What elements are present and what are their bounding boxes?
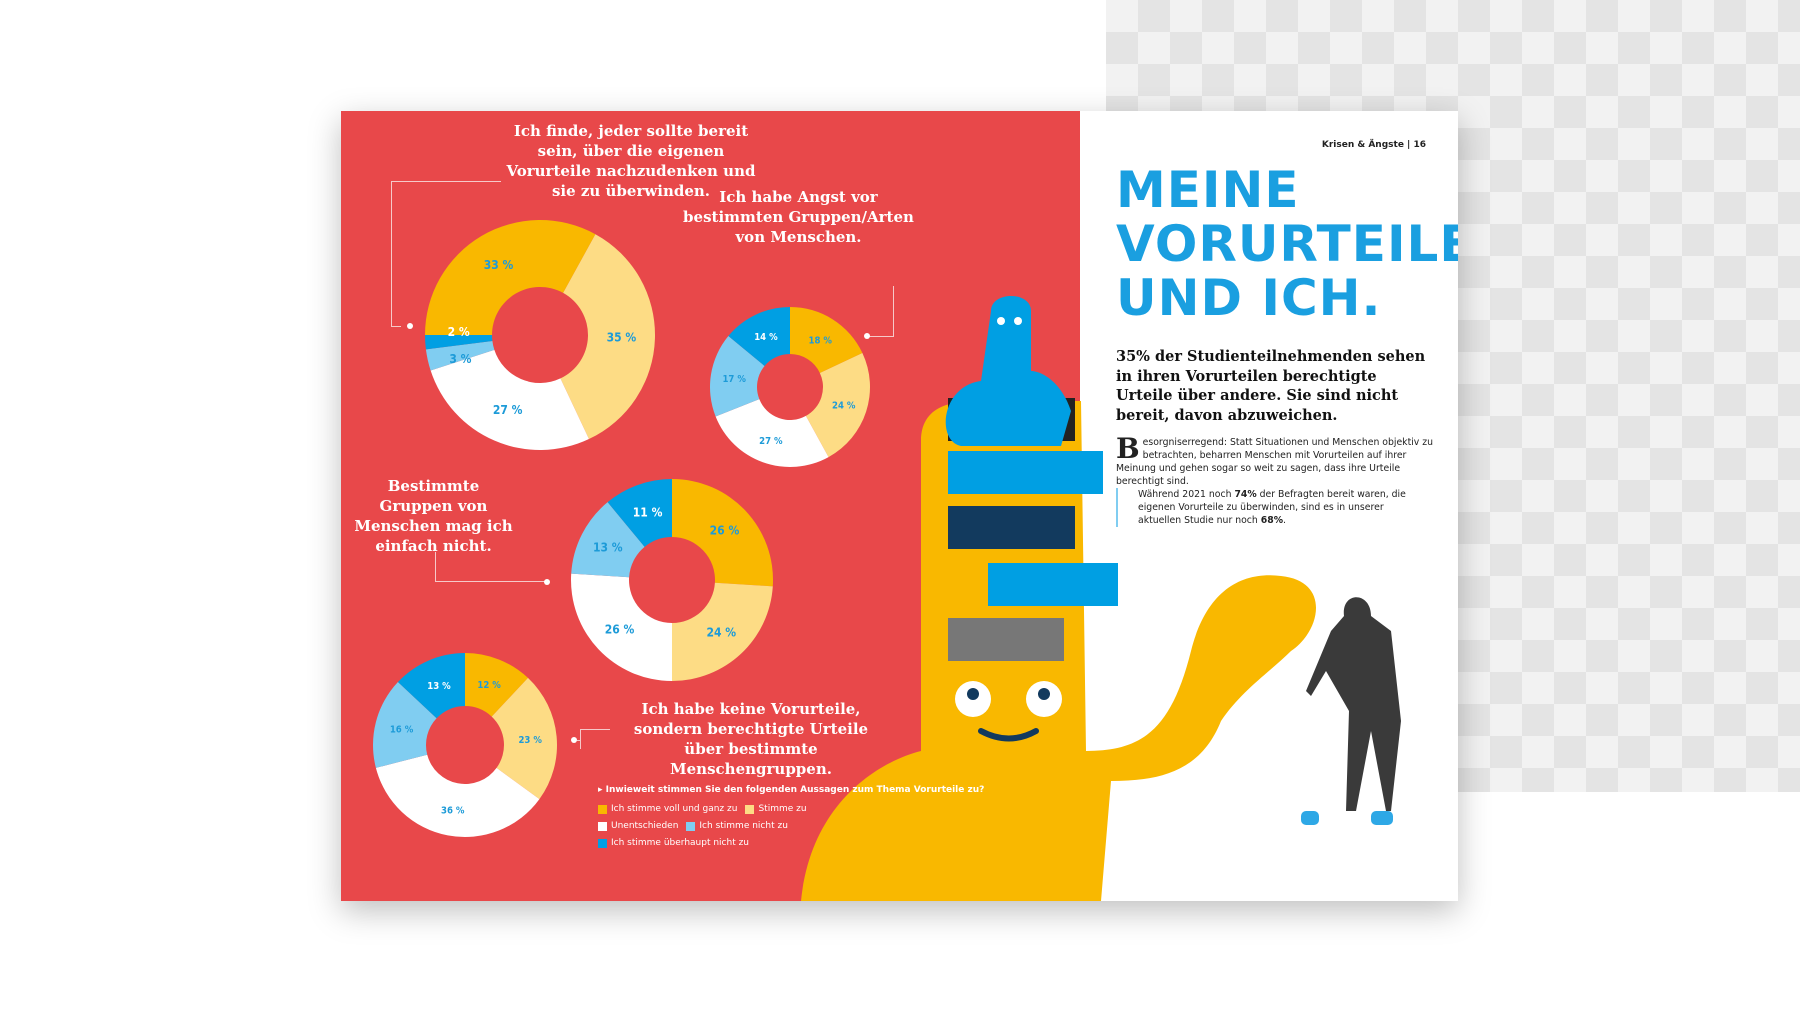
chart-title-3: Bestimmte Gruppen von Menschen mag ich e… <box>354 477 513 555</box>
person-figure <box>1306 597 1401 811</box>
leader-line <box>391 326 401 327</box>
donut-slice-voll <box>790 307 863 373</box>
legend-question-text: Inwieweit stimmen Sie den folgenden Auss… <box>605 785 985 795</box>
legend-item: Ich stimme voll und ganz zu <box>598 803 737 816</box>
donut-label: 17 % <box>722 374 746 385</box>
leader-dot <box>544 579 550 585</box>
leader-line <box>435 552 545 582</box>
leader-line <box>893 286 894 336</box>
leader-line <box>577 740 581 741</box>
legend-item: Ich stimme überhaupt nicht zu <box>598 837 749 850</box>
donut-slice-voll <box>672 479 773 587</box>
donut-slice-unentschieden <box>571 573 672 681</box>
leader-line <box>869 336 894 337</box>
chart-title-4: Ich habe keine Vorurteile, sondern berec… <box>633 700 869 778</box>
article-quote: Während 2021 noch 74% der Befragten bere… <box>1116 488 1416 527</box>
leader-dot <box>864 333 870 339</box>
donut-label: 26 % <box>710 524 740 538</box>
article-title: MEINE VORURTEILE UND ICH. <box>1116 161 1458 327</box>
donut-slice-nicht <box>373 682 437 768</box>
legend-item: Ich stimme nicht zu <box>686 820 788 833</box>
donut-slice-stimme-zu <box>491 677 557 800</box>
donut-label: 2 % <box>448 325 470 339</box>
donut-chart-3: 26 % 24 % 26 % 13 % 11 % <box>571 479 773 681</box>
donut-label: 23 % <box>518 735 542 746</box>
donut-label: 3 % <box>449 352 471 366</box>
donut-slice-unentschieden <box>375 754 540 837</box>
leader-dot <box>407 323 413 329</box>
donut-slice-ueberhaupt-nicht <box>425 335 493 350</box>
chart-title-2: Ich habe Angst vor bestimmten Gruppen/Ar… <box>683 188 914 246</box>
donut-slice-voll <box>425 220 596 335</box>
donut-slice-unentschieden <box>715 399 829 467</box>
donut-slice-nicht <box>710 336 765 417</box>
drawer <box>948 506 1075 549</box>
monster-smile <box>978 728 1039 742</box>
donut-label: 27 % <box>493 403 523 417</box>
donut-label: 36 % <box>441 805 465 816</box>
donut-slice-ueberhaupt-nicht <box>728 307 790 366</box>
blue-creature <box>945 296 1071 446</box>
donut-slice-ueberhaupt-nicht <box>397 653 465 719</box>
monster-illustration <box>801 296 1401 901</box>
donut-slice-stimme-zu <box>672 582 773 681</box>
leader-line <box>580 729 610 749</box>
donut-chart-4: 12 % 23 % 36 % 16 % 13 % <box>373 653 557 837</box>
donut-label: 11 % <box>633 505 663 519</box>
donut-chart-1: 33 % 35 % 27 % 3 % 2 % <box>425 220 655 451</box>
donut-slice-stimme-zu <box>805 352 870 458</box>
drawer <box>948 618 1064 661</box>
drawer <box>948 451 1103 494</box>
donut-label: 18 % <box>809 335 833 346</box>
legend-question: ▸ Inwieweit stimmen Sie den folgenden Au… <box>598 785 985 795</box>
donut-slice-ueberhaupt-nicht <box>607 479 672 547</box>
donut-label: 35 % <box>607 331 637 345</box>
leader-dot <box>571 737 577 743</box>
article-lead: 35% der Studienteilnehmenden sehen in ih… <box>1116 348 1426 424</box>
donut-label: 24 % <box>706 625 736 639</box>
donut-label: 13 % <box>427 681 451 692</box>
legend-item: Unentschieden <box>598 820 678 833</box>
legend: ▸ Inwieweit stimmen Sie den folgenden Au… <box>598 784 984 854</box>
donut-label: 26 % <box>605 622 635 636</box>
donut-label: 12 % <box>477 680 501 691</box>
donut-slice-voll <box>465 653 528 717</box>
donut-slice-nicht <box>425 341 495 371</box>
donut-slice-unentschieden <box>430 349 589 451</box>
donut-label: 33 % <box>484 258 514 272</box>
donut-label: 16 % <box>390 725 414 736</box>
donut-slice-nicht <box>571 502 645 578</box>
donut-label: 13 % <box>593 540 623 554</box>
magazine-spread: Ich finde, jeder sollte bereit sein, übe… <box>341 111 1458 901</box>
drawer <box>988 563 1118 606</box>
leader-line <box>391 181 501 326</box>
donut-label: 27 % <box>759 436 783 447</box>
legend-item: Stimme zu <box>745 803 807 816</box>
page-header: Krisen & Ängste | 16 <box>1321 140 1426 150</box>
donut-chart-2: 18 % 24 % 27 % 17 % 14 % <box>710 307 870 467</box>
chart-title-1: Ich finde, jeder sollte bereit sein, übe… <box>506 122 756 200</box>
donut-label: 24 % <box>832 400 856 411</box>
donut-slice-stimme-zu <box>560 234 655 440</box>
donut-label: 14 % <box>754 332 778 343</box>
